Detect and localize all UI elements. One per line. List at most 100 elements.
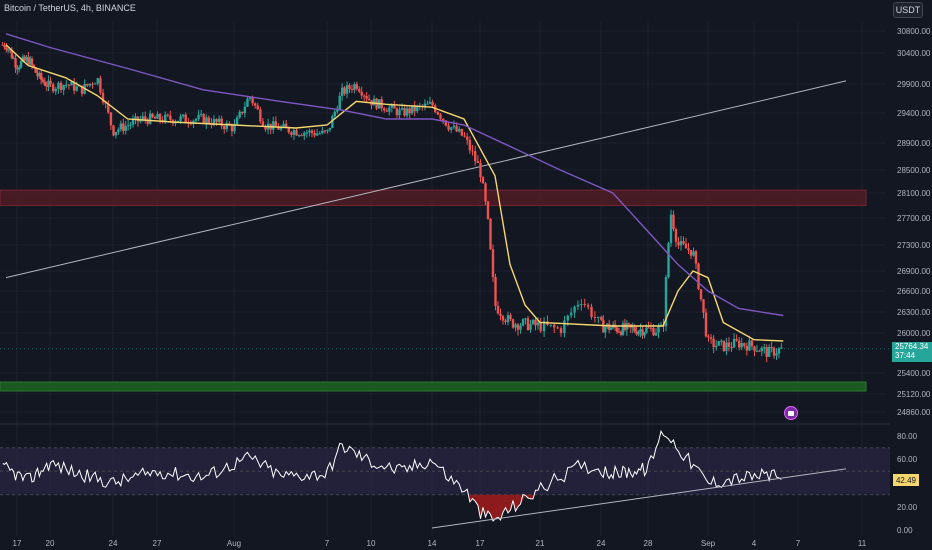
candle-body — [129, 124, 132, 126]
candle — [158, 113, 162, 124]
candle-body — [590, 306, 593, 318]
candle-body — [70, 81, 73, 86]
candle-body — [772, 347, 776, 356]
candle-body — [499, 313, 502, 317]
candle-body — [474, 151, 477, 162]
candle-body — [385, 110, 388, 112]
candle — [531, 318, 535, 326]
candle-body — [119, 123, 123, 130]
candle-body — [403, 107, 406, 116]
candle — [573, 305, 576, 318]
candle-body — [144, 116, 147, 120]
candle-body — [484, 183, 487, 202]
candle-body — [5, 47, 8, 50]
candle-body — [476, 161, 480, 164]
candle-body — [310, 130, 314, 133]
candle-body — [36, 72, 39, 77]
candle-body — [91, 83, 94, 85]
candle-body — [426, 103, 429, 105]
candle — [338, 92, 341, 111]
rsi-axis[interactable]: 80.00 60.00 20.00 0.00 — [897, 432, 918, 535]
candle — [468, 136, 472, 154]
event-icon[interactable] — [784, 406, 798, 420]
candle-body — [80, 85, 84, 94]
candle — [735, 334, 738, 342]
candle — [780, 342, 783, 350]
candle-body — [308, 130, 311, 133]
candle-body — [19, 61, 23, 68]
candle — [7, 48, 10, 54]
candle-body — [521, 319, 525, 326]
candle — [516, 322, 520, 336]
candle — [506, 311, 510, 326]
candle — [410, 105, 414, 116]
candle-body — [23, 56, 26, 61]
candle-body — [45, 85, 48, 87]
candle-body — [727, 342, 731, 347]
candle-body — [423, 103, 427, 107]
candle-body — [313, 132, 316, 136]
candle — [643, 331, 646, 339]
trendline[interactable] — [5, 80, 847, 279]
candle-body — [720, 340, 723, 342]
candle — [223, 124, 226, 134]
candle — [372, 95, 376, 106]
candle — [57, 81, 60, 94]
time-tick-label: 21 — [536, 539, 545, 548]
candle-body — [225, 123, 229, 130]
candle — [647, 321, 650, 329]
candle — [358, 86, 361, 94]
candle-body — [241, 111, 244, 114]
candle — [398, 106, 401, 120]
price-tick-label: 29900.00 — [897, 80, 931, 89]
price-tick-label: 29400.00 — [897, 109, 931, 118]
candle — [737, 337, 741, 351]
currency-button[interactable]: USDT — [893, 2, 923, 18]
candle — [161, 116, 164, 124]
candle-body — [633, 327, 636, 332]
candle — [360, 86, 363, 99]
candle — [99, 75, 102, 95]
candle — [23, 54, 26, 62]
candle-body — [667, 243, 670, 278]
candle — [450, 126, 453, 134]
price-tick-label: 25400.00 — [897, 369, 931, 378]
candle — [10, 46, 14, 60]
candle-body — [156, 114, 159, 119]
candle — [385, 107, 388, 112]
rsi-trendline[interactable] — [431, 468, 847, 529]
resistance-zone[interactable] — [0, 189, 867, 206]
candle — [315, 128, 319, 137]
candle-body — [372, 98, 376, 106]
candle-body — [615, 327, 619, 332]
candle-body — [181, 114, 185, 117]
candle — [546, 315, 549, 327]
candle-body — [197, 114, 200, 120]
candle-body — [338, 96, 341, 110]
candle — [47, 75, 50, 92]
candle-body — [735, 338, 738, 341]
candle-body — [602, 320, 605, 333]
candle — [153, 115, 157, 119]
candle-body — [481, 177, 485, 184]
support-zone[interactable] — [0, 381, 867, 392]
candle-body — [501, 316, 505, 321]
candle — [504, 318, 507, 325]
candle — [631, 322, 634, 334]
price-axis[interactable]: 30800.00 30400.00 29900.00 29400.00 28900.00… — [897, 27, 931, 417]
candle-body — [40, 73, 43, 80]
time-axis[interactable]: 17 20 24 27 Aug 7 10 14 17 21 24 28 Sep 4 7 11 — [13, 539, 867, 548]
candle — [717, 340, 720, 346]
candle-body — [38, 73, 41, 77]
candle-body — [486, 201, 490, 219]
candle — [692, 247, 695, 257]
candle — [109, 112, 113, 131]
candle-body — [21, 56, 25, 62]
candle — [602, 315, 605, 333]
candle-body — [489, 218, 492, 250]
candle — [637, 330, 640, 337]
price-tick-label: 28900.00 — [897, 139, 931, 148]
time-tick-label: 27 — [153, 539, 162, 548]
candle-body — [184, 114, 187, 122]
